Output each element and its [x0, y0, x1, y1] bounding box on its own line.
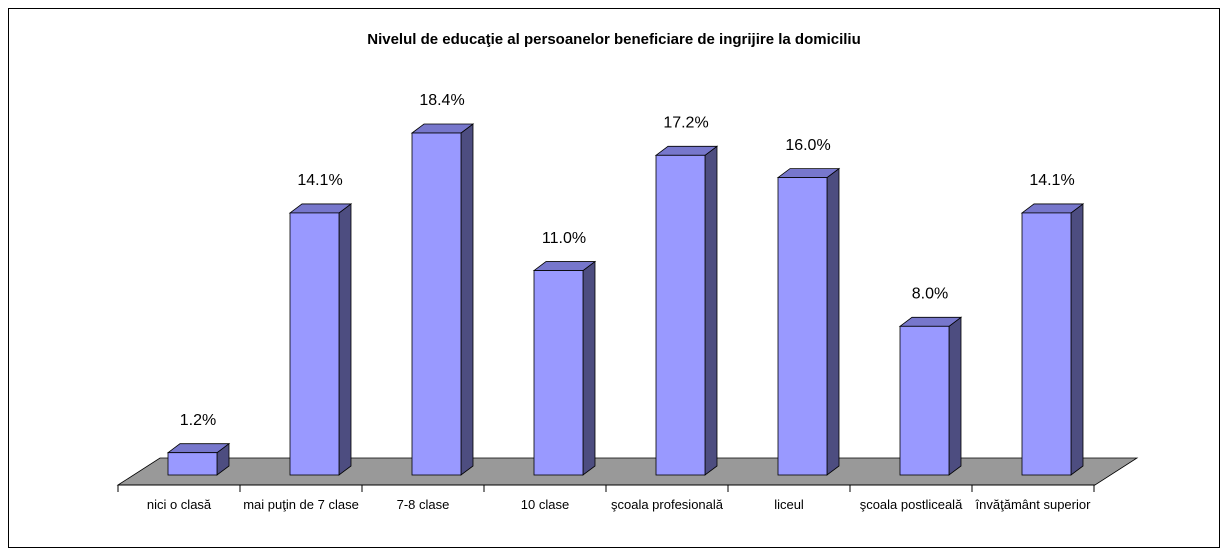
x-tick-label: învăţământ superior	[975, 497, 1091, 512]
bar	[899, 325, 950, 476]
floor	[116, 457, 1139, 486]
value-label: 1.2%	[180, 412, 216, 429]
chart-title: Nivelul de educaţie al persoanelor benef…	[367, 31, 861, 48]
x-tick-label: liceul	[774, 497, 804, 512]
bar	[1021, 212, 1072, 476]
bar-side	[704, 145, 718, 476]
value-label: 18.4%	[419, 92, 464, 109]
bar-side	[948, 316, 962, 476]
value-label: 17.2%	[663, 115, 708, 132]
value-label: 8.0%	[912, 286, 948, 303]
bar-side	[826, 167, 840, 476]
bar	[533, 270, 584, 476]
value-label: 11.0%	[542, 230, 586, 247]
bar	[777, 177, 828, 476]
bar-side	[338, 203, 352, 476]
bar-side	[460, 123, 474, 476]
x-tick-label: şcoala postliceală	[859, 497, 963, 512]
bar	[289, 212, 340, 476]
value-label: 14.1%	[1029, 172, 1074, 189]
bar-side	[1070, 203, 1084, 476]
bar	[655, 154, 706, 476]
bar	[411, 132, 462, 476]
value-label: 16.0%	[785, 137, 830, 154]
x-tick-label: 7-8 clase	[396, 497, 450, 512]
x-tick-label: nici o clasă	[146, 497, 212, 512]
bar-side	[582, 260, 596, 476]
x-tick-label: mai puţin de 7 clase	[243, 497, 359, 512]
value-label: 14.1%	[297, 172, 342, 189]
bar	[167, 452, 218, 476]
x-tick-label: 10 clase	[520, 497, 570, 512]
x-tick-label: şcoala profesională	[610, 497, 724, 512]
